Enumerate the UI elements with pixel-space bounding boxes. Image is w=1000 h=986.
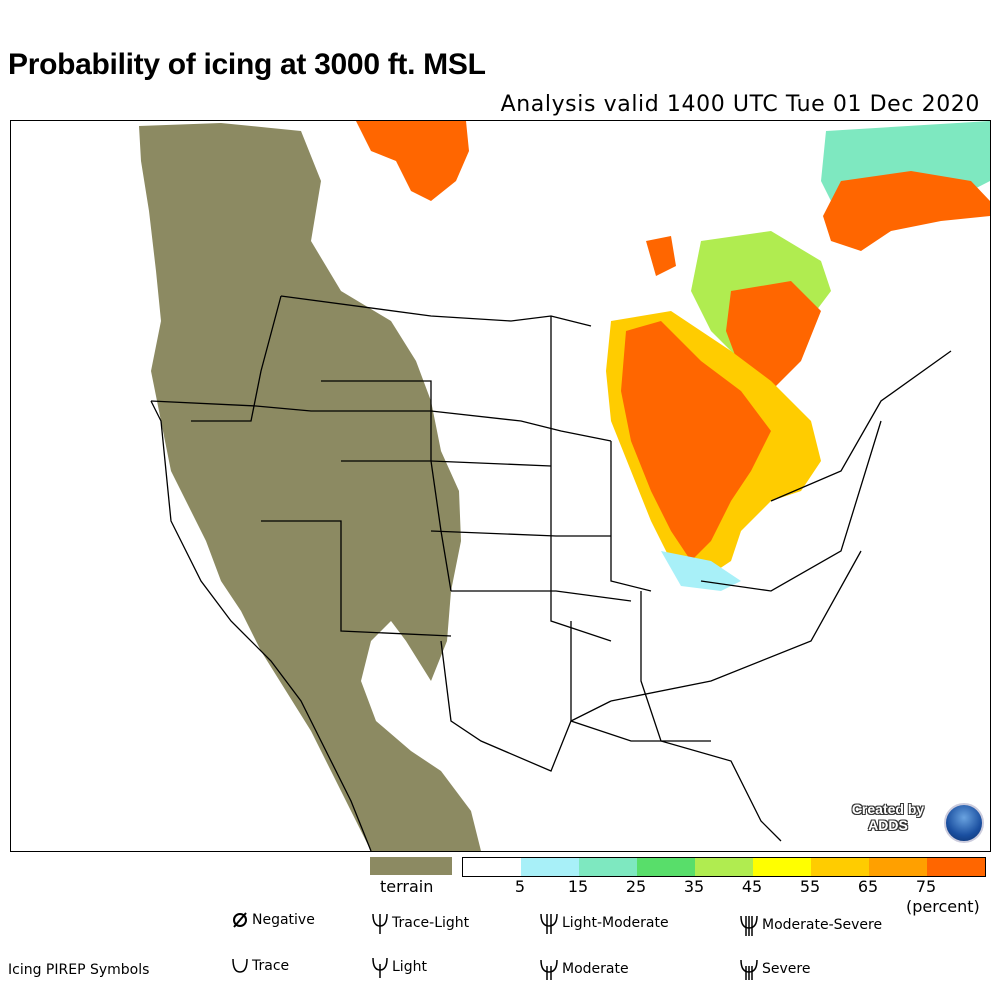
scale-tick: 15 bbox=[567, 877, 589, 896]
pirep-severe: Severe bbox=[738, 956, 810, 982]
scale-tick: 55 bbox=[799, 877, 821, 896]
scale-tick: 45 bbox=[741, 877, 763, 896]
light-moderate-icon bbox=[540, 913, 558, 934]
credit-badge: Created by ADDS bbox=[838, 799, 988, 845]
scale-cell bbox=[521, 858, 579, 876]
credit-line2: ADDS bbox=[868, 817, 908, 833]
icing-area-north bbox=[356, 121, 469, 201]
moderate-severe-icon bbox=[740, 915, 758, 936]
pirep-label: Moderate-Severe bbox=[762, 917, 883, 933]
trace-icon bbox=[232, 958, 248, 973]
scale-cell bbox=[927, 858, 985, 876]
pirep-moderate: Moderate bbox=[538, 956, 629, 982]
pirep-trace: Trace bbox=[230, 956, 289, 976]
pirep-label: Light bbox=[392, 959, 427, 975]
pirep-legend-title: Icing PIREP Symbols bbox=[8, 962, 150, 978]
probability-color-scale bbox=[462, 857, 986, 877]
severe-icon bbox=[740, 959, 758, 980]
scale-tick: 35 bbox=[683, 877, 705, 896]
light-icon bbox=[372, 957, 388, 978]
pirep-light: Light bbox=[370, 954, 427, 980]
icing-area-quebec bbox=[726, 281, 821, 391]
scale-cell bbox=[753, 858, 811, 876]
scale-cell bbox=[869, 858, 927, 876]
pirep-label: Light-Moderate bbox=[562, 915, 669, 931]
terrain-legend-swatch bbox=[370, 857, 452, 875]
scale-tick: 75 bbox=[915, 877, 937, 896]
scale-cell bbox=[811, 858, 869, 876]
pirep-label: Severe bbox=[762, 961, 811, 977]
icing-area-greatlakes bbox=[621, 321, 771, 561]
scale-cell bbox=[579, 858, 637, 876]
terrain-legend-label: terrain bbox=[380, 877, 434, 896]
pirep-moderate-severe: Moderate-Severe bbox=[738, 912, 882, 938]
credit-text: Created by ADDS bbox=[838, 801, 938, 833]
map-title: Probability of icing at 3000 ft. MSL bbox=[8, 48, 486, 81]
terrain-region-coast bbox=[186, 286, 231, 381]
pirep-trace-light: Trace-Light bbox=[370, 910, 469, 936]
state-borders bbox=[150, 295, 952, 851]
icing-area-northeast bbox=[823, 171, 990, 251]
icing-area-ohio-fringe bbox=[661, 551, 741, 591]
moderate-icon bbox=[540, 959, 558, 980]
trace-light-icon bbox=[372, 913, 388, 934]
analysis-valid-time: Analysis valid 1400 UTC Tue 01 Dec 2020 bbox=[500, 92, 980, 117]
scale-unit: (percent) bbox=[906, 897, 980, 916]
scale-tick: 65 bbox=[857, 877, 879, 896]
pirep-label: Negative bbox=[252, 912, 315, 928]
icing-area-hudson bbox=[646, 236, 676, 276]
scale-tick: 5 bbox=[514, 877, 526, 896]
credit-line1: Created by bbox=[851, 801, 925, 817]
negative-icon bbox=[233, 912, 247, 928]
pirep-label: Trace-Light bbox=[392, 915, 470, 931]
scale-cell bbox=[695, 858, 753, 876]
scale-cell bbox=[637, 858, 695, 876]
pirep-light-moderate: Light-Moderate bbox=[538, 910, 669, 936]
icing-map: Created by ADDS bbox=[10, 120, 991, 852]
noaa-logo-icon bbox=[944, 803, 984, 843]
map-canvas bbox=[139, 121, 990, 851]
pirep-label: Moderate bbox=[562, 961, 629, 977]
pirep-label: Trace bbox=[252, 958, 290, 974]
scale-tick: 25 bbox=[625, 877, 647, 896]
pirep-negative: Negative bbox=[230, 910, 315, 930]
terrain-region bbox=[139, 123, 481, 851]
scale-cell bbox=[463, 858, 521, 876]
